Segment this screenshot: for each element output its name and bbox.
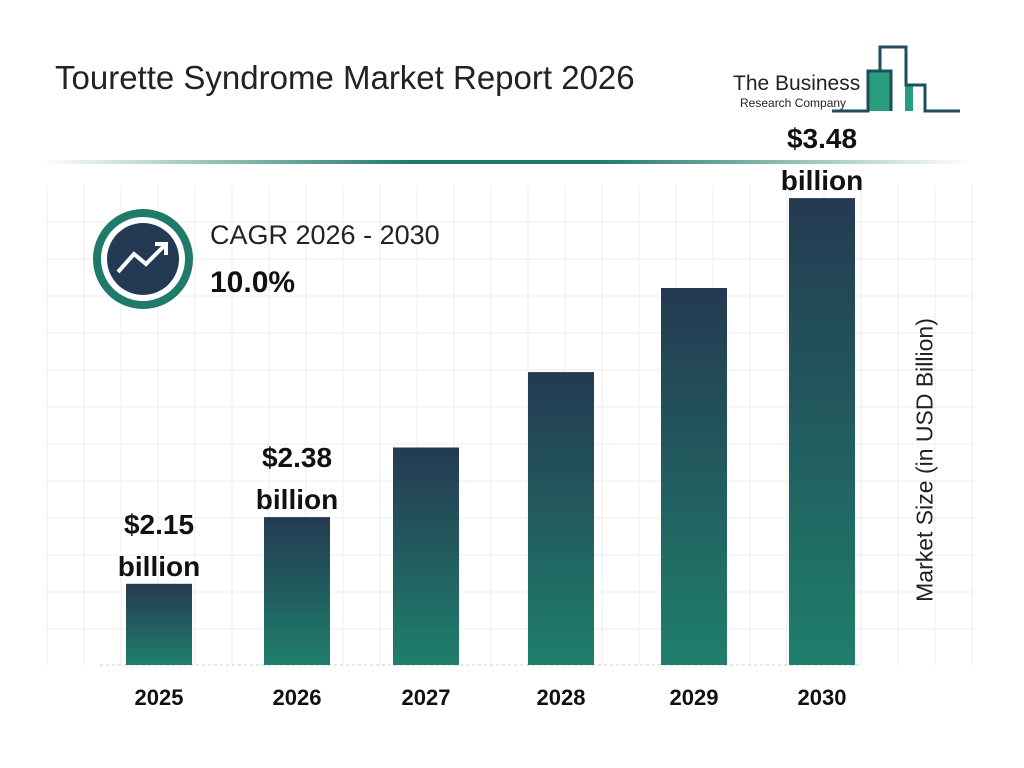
x-tick-label: 2027 bbox=[402, 685, 451, 710]
bar-2026 bbox=[264, 517, 330, 665]
bar-2028 bbox=[528, 372, 594, 665]
bar-2029 bbox=[661, 288, 727, 665]
bar-2027 bbox=[393, 447, 459, 665]
x-tick-label: 2028 bbox=[537, 685, 586, 710]
data-label: $3.48 bbox=[787, 123, 857, 154]
x-tick-label: 2029 bbox=[670, 685, 719, 710]
y-axis-label: Market Size (in USD Billion) bbox=[911, 318, 938, 602]
cagr-value: 10.0% bbox=[210, 266, 296, 299]
x-tick-label: 2030 bbox=[798, 685, 847, 710]
cagr-label: CAGR 2026 - 2030 bbox=[210, 220, 440, 250]
data-label: $2.15 bbox=[124, 509, 194, 540]
x-tick-label: 2026 bbox=[273, 685, 322, 710]
company-logo: The Business Research Company bbox=[720, 40, 970, 120]
divider bbox=[40, 160, 970, 164]
data-label: billion bbox=[118, 551, 200, 582]
x-tick-label: 2025 bbox=[135, 685, 184, 710]
logo-buildings-icon bbox=[832, 45, 960, 113]
logo-line1: The Business bbox=[733, 72, 861, 95]
data-label: billion bbox=[781, 165, 863, 196]
cagr-icon bbox=[93, 209, 193, 309]
bar-2025 bbox=[126, 583, 192, 665]
data-label: billion bbox=[256, 484, 338, 515]
bar-2030 bbox=[789, 198, 855, 665]
data-label: $2.38 bbox=[262, 442, 332, 473]
page-title: Tourette Syndrome Market Report 2026 bbox=[55, 59, 635, 96]
logo-line2: Research Company bbox=[740, 96, 847, 110]
